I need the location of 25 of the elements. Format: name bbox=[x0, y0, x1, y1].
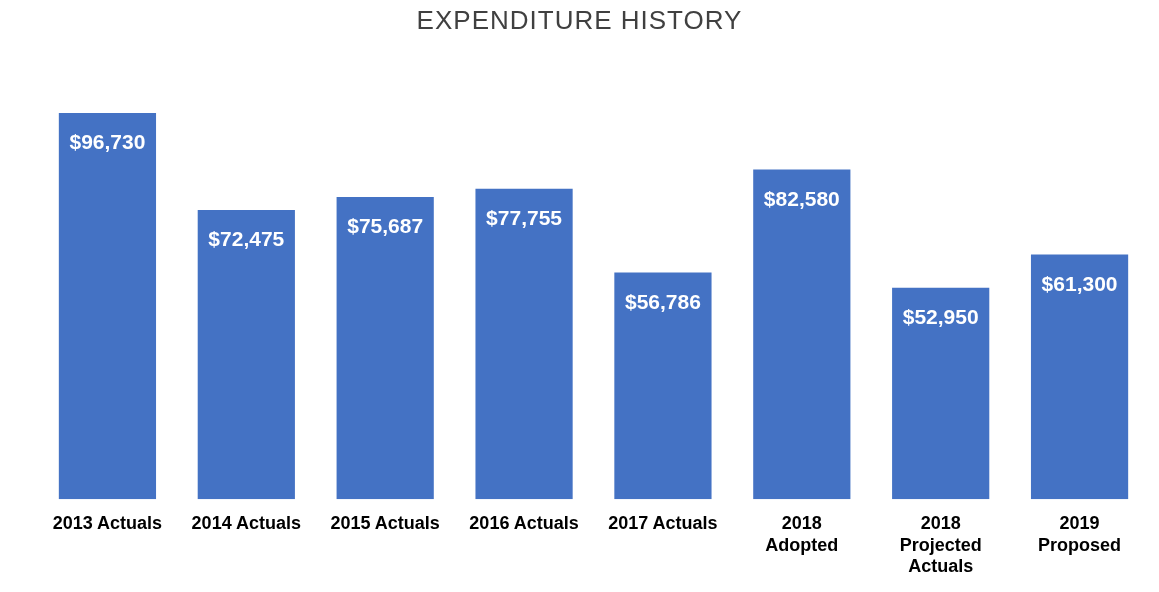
data-label: $72,475 bbox=[208, 227, 285, 251]
bar bbox=[753, 169, 851, 500]
x-tick-label: 2013 Actuals bbox=[52, 512, 163, 533]
x-tick-label: 2015 Actuals bbox=[330, 512, 440, 533]
data-label: $61,300 bbox=[1041, 271, 1118, 295]
bar bbox=[614, 272, 712, 500]
x-tick-label: 2018 Adopted bbox=[765, 512, 839, 555]
bar bbox=[58, 113, 157, 500]
chart-title: EXPENDITURE HISTORY bbox=[415, 4, 744, 37]
bar bbox=[1030, 254, 1129, 500]
x-tick-label: 2017 Actuals bbox=[608, 512, 718, 533]
bar bbox=[892, 287, 990, 500]
data-label: $52,950 bbox=[902, 305, 979, 329]
bar bbox=[197, 209, 295, 500]
bar bbox=[475, 188, 573, 500]
data-label: $82,580 bbox=[763, 186, 840, 210]
x-tick-label: 2014 Actuals bbox=[191, 512, 302, 533]
x-tick-label: 2018 Projected Actuals bbox=[899, 512, 982, 577]
data-label: $56,786 bbox=[624, 289, 701, 313]
data-label: $96,730 bbox=[69, 130, 146, 154]
x-tick-label: 2016 Actuals bbox=[469, 512, 579, 533]
data-label: $75,687 bbox=[347, 214, 424, 238]
bar bbox=[336, 197, 434, 500]
x-tick-label: 2019 Proposed bbox=[1038, 512, 1122, 555]
data-label: $77,755 bbox=[486, 206, 563, 230]
